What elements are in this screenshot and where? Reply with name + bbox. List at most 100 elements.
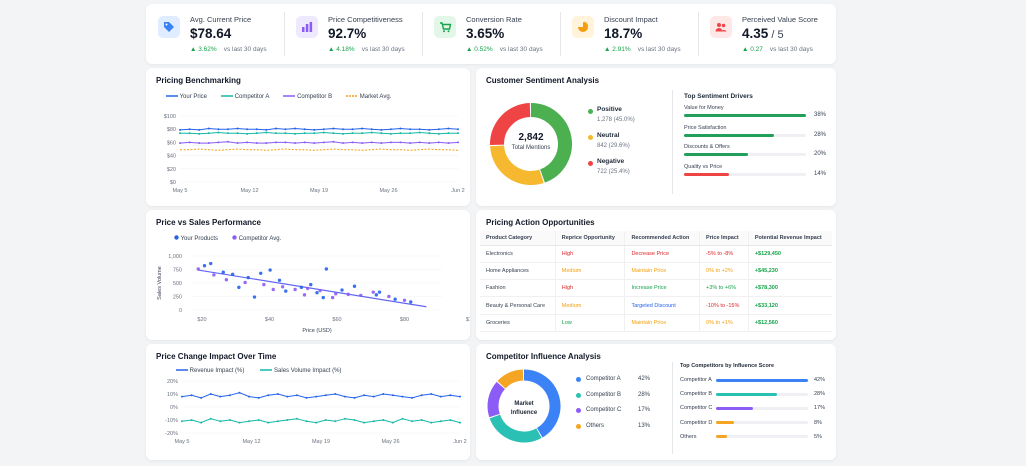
data-point [389, 141, 392, 144]
legend-item[interactable]: Your Price [166, 94, 208, 100]
data-point [372, 420, 375, 423]
cell-revenue: +$78,300 [747, 279, 832, 298]
competitor-legend-item[interactable]: Others 13% [576, 423, 656, 439]
data-point [409, 132, 412, 135]
legend-item[interactable]: Sales Volume Impact (%) [260, 368, 342, 374]
scatter-point [243, 280, 247, 285]
scatter-point [262, 282, 266, 287]
kpi-perceived-value[interactable]: Perceived Value Score 4.35 / 5 ▲ 0.27 vs … [698, 4, 836, 64]
card-title: Price vs Sales Performance [156, 218, 261, 227]
column-header[interactable]: Recommended Action [624, 231, 700, 246]
competitor-bar-row[interactable]: Others 5% [680, 434, 830, 448]
data-point [428, 128, 431, 131]
legend-dot [576, 392, 581, 398]
data-point [457, 132, 459, 135]
data-point [324, 394, 327, 397]
legend-dot [576, 423, 581, 429]
data-point [303, 132, 306, 135]
cell-impact: -10% to -15% [699, 296, 749, 315]
scatter-point [324, 267, 329, 271]
legend-item[interactable]: Revenue Impact (%) [176, 368, 245, 374]
legend-item[interactable]: Competitor Avg. [232, 235, 281, 242]
kpi-price-competitiveness[interactable]: Price Competitiveness 92.7% ▲ 4.18% vs la… [284, 4, 422, 64]
kpi-avg-price[interactable]: Avg. Current Price $78.64 ▲ 3.62% vs last… [146, 4, 284, 64]
tick-label: May 12 [242, 439, 260, 445]
table-row[interactable]: Electronics High Decrease Price -5% to -… [480, 245, 832, 263]
data-point [363, 421, 366, 424]
data-point [334, 393, 337, 395]
data-point [447, 142, 450, 145]
data-point [246, 132, 249, 135]
tick-label: 1,000 [168, 254, 182, 260]
column-header[interactable]: Potential Revenue Impact [747, 231, 832, 246]
data-point [200, 396, 203, 399]
competitor-bar-row[interactable]: Competitor D 8% [680, 420, 830, 434]
donut-slice [489, 414, 542, 443]
cell-opportunity: Medium [554, 262, 625, 281]
competitor-legend-item[interactable]: Competitor C 17% [576, 407, 656, 423]
tick-label: Sales Volume [157, 266, 163, 300]
data-point [363, 394, 366, 397]
cell-category: Groceries [480, 314, 556, 332]
cell-opportunity: Medium [554, 296, 625, 315]
competitor-legend-item[interactable]: Competitor B 28% [576, 392, 656, 408]
table-row[interactable]: Fashion High Increase Price +3% to +6% +… [480, 279, 832, 298]
sentiment-drivers: Value for Money 38% Price Satisfaction 2… [684, 105, 830, 191]
data-point [207, 127, 210, 130]
kpi-conversion-rate[interactable]: Conversion Rate 3.65% ▲ 0.52% vs last 30 … [422, 4, 560, 64]
scatter-point [321, 295, 325, 300]
competitor-bar-row[interactable]: Competitor B 28% [680, 391, 830, 405]
competitor-bar-row[interactable]: Competitor C 17% [680, 405, 830, 419]
tick-label: $40 [167, 154, 176, 160]
scatter-chart: 0 250 500 750 1,000 $20 $40 $60 $80 $100 Price (US… [157, 254, 470, 334]
table-row[interactable]: Home Appliances Medium Maintain Price 0%… [480, 262, 832, 281]
price-change-chart: 20% 10% 0% -10% -20% May 5 May 12 May 19 May 26 J… [165, 379, 467, 445]
card-title: Price Change Impact Over Time [156, 352, 277, 361]
card-title: Pricing Action Opportunities [486, 218, 595, 227]
driver-row[interactable]: Price Satisfaction 28% [684, 125, 830, 152]
data-point [188, 132, 191, 135]
table-row[interactable]: Groceries Low Maintain Price 0% to +1% +… [480, 314, 832, 332]
driver-row[interactable]: Discounts & Offers 20% [684, 144, 830, 171]
kpi-label: Perceived Value Score [742, 15, 818, 24]
data-point [228, 419, 231, 421]
competitor-bar-row[interactable]: Competitor A 42% [680, 377, 830, 391]
tick-label: $60 [332, 317, 341, 323]
card-title: Competitor Influence Analysis [486, 352, 601, 361]
bars-title: Top Competitors by Influence Score [680, 363, 775, 369]
driver-bar [684, 133, 774, 137]
data-point [430, 393, 433, 395]
tick-label: May 5 [175, 439, 190, 445]
data-point [219, 395, 222, 398]
competitor-legend: Competitor A 42% Competitor B 28% Compet… [576, 376, 656, 438]
data-point [286, 395, 289, 398]
bar-label: Competitor A [680, 377, 712, 383]
data-point [341, 142, 344, 145]
driver-bar [684, 153, 749, 156]
bar-label: Competitor B [680, 391, 713, 398]
data-point [313, 132, 316, 135]
scatter-point [352, 284, 357, 288]
column-header[interactable]: Price Impact [699, 231, 749, 246]
donut-center: Market Influence [510, 401, 538, 416]
column-header[interactable]: Product Category [480, 231, 556, 246]
kpi-discount-impact[interactable]: Discount Impact 18.7% ▲ 2.91% vs last 30 … [560, 4, 698, 64]
data-point [353, 419, 356, 421]
competitor-legend-item[interactable]: Competitor A 42% [576, 376, 656, 392]
data-point [409, 128, 412, 131]
driver-row[interactable]: Quality vs Price 14% [684, 164, 830, 191]
table-row[interactable]: Beauty & Personal Care Medium Targeted D… [480, 296, 832, 315]
legend-item[interactable]: Market Avg. [346, 94, 392, 100]
data-point [284, 128, 287, 131]
tick-label: Price (USD) [302, 328, 332, 334]
legend-item[interactable]: Competitor B [283, 94, 333, 100]
legend-item[interactable]: Your Products [174, 235, 218, 242]
scatter-point [393, 297, 397, 301]
driver-row[interactable]: Value for Money 38% [684, 105, 830, 132]
data-point [418, 128, 421, 131]
legend-item[interactable]: Competitor A [221, 94, 270, 100]
data-point [303, 128, 306, 131]
data-point [179, 142, 181, 145]
column-header[interactable]: Reprice Opportunity [554, 231, 625, 246]
data-point [267, 421, 270, 424]
